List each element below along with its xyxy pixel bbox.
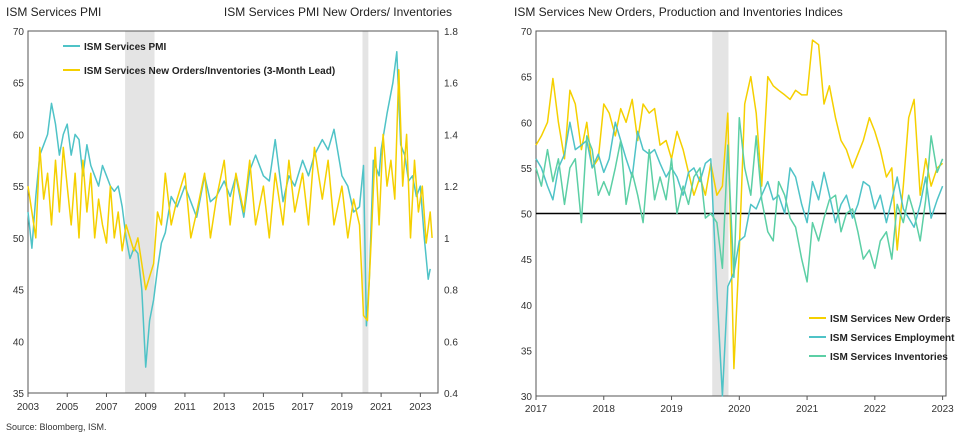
right-chart: ISM Services New Orders, Production and … <box>514 5 955 415</box>
left-series-group <box>27 50 433 368</box>
right-x-axis: 2017 2018 2019 2020 2021 2022 2023 <box>525 396 954 415</box>
y-right-tick-label: 0.8 <box>444 286 458 297</box>
left-y-axis-right: 0.4 0.6 0.8 1 1.2 1.4 1.6 1.8 <box>444 27 458 400</box>
x-tick-label: 2015 <box>252 402 275 413</box>
right-chart-title: ISM Services New Orders, Production and … <box>514 5 843 19</box>
x-tick-label: 2022 <box>864 404 887 415</box>
x-tick-label: 2021 <box>796 404 819 415</box>
y-left-tick-label: 45 <box>13 286 25 297</box>
y-left-tick-label: 70 <box>13 27 25 38</box>
y-right-tick-label: 1.8 <box>444 27 458 38</box>
x-tick-label: 2013 <box>213 402 236 413</box>
y-tick-label: 40 <box>521 301 533 312</box>
y-left-tick-label: 60 <box>13 130 25 141</box>
left-legend: ISM Services PMI ISM Services New Orders… <box>63 42 335 77</box>
y-tick-label: 60 <box>521 118 533 129</box>
x-tick-label: 2017 <box>292 402 315 413</box>
right-legend: ISM Services New Orders ISM Services Emp… <box>809 314 955 363</box>
x-tick-label: 2021 <box>370 402 393 413</box>
y-tick-label: 50 <box>521 210 533 221</box>
recession-band-1 <box>362 31 369 393</box>
y-left-tick-label: 55 <box>13 182 25 193</box>
series-line-ism-services-new-orders <box>535 39 944 370</box>
x-tick-label: 2020 <box>728 404 751 415</box>
y-tick-label: 35 <box>521 346 533 357</box>
y-left-tick-label: 65 <box>13 79 25 90</box>
left-plot-frame <box>27 30 439 394</box>
left-chart-title: ISM Services PMI <box>6 5 101 19</box>
x-tick-label: 2017 <box>525 404 548 415</box>
x-tick-label: 2023 <box>409 402 432 413</box>
series-line-ism-services-new-orders-inventories-3-month-lead <box>27 69 433 322</box>
x-tick-label: 2019 <box>331 402 354 413</box>
y-right-tick-label: 1 <box>444 234 450 245</box>
y-left-tick-label: 35 <box>13 389 25 400</box>
series-line-ism-services-inventories <box>535 116 944 283</box>
x-tick-label: 2003 <box>17 402 40 413</box>
x-tick-label: 2007 <box>95 402 118 413</box>
x-tick-label: 2018 <box>593 404 616 415</box>
y-right-tick-label: 1.6 <box>444 79 458 90</box>
x-tick-label: 2019 <box>660 404 683 415</box>
right-y-axis: 30 35 40 45 50 55 60 65 70 <box>521 27 533 403</box>
y-tick-label: 55 <box>521 164 533 175</box>
legend-label-new-orders-inventories: ISM Services New Orders/Inventories (3-M… <box>84 66 335 77</box>
y-tick-label: 70 <box>521 27 533 38</box>
y-left-tick-label: 50 <box>13 234 25 245</box>
y-right-tick-label: 1.4 <box>444 130 458 141</box>
left-y-axis-left: 35 40 45 50 55 60 65 70 <box>13 27 25 400</box>
right-series-group <box>535 39 944 397</box>
x-tick-label: 2005 <box>56 402 79 413</box>
x-tick-label: 2023 <box>931 404 954 415</box>
left-chart-right-axis-title: ISM Services PMI New Orders/ Inventories <box>224 5 452 19</box>
y-tick-label: 30 <box>521 392 533 403</box>
y-tick-label: 45 <box>521 255 533 266</box>
y-left-tick-label: 40 <box>13 337 25 348</box>
legend-label-services-pmi: ISM Services PMI <box>84 42 166 53</box>
x-tick-label: 2009 <box>135 402 158 413</box>
source-note: Source: Bloomberg, ISM. <box>6 422 107 432</box>
legend-label-new-orders: ISM Services New Orders <box>830 314 951 325</box>
left-chart: ISM Services PMI ISM Services PMI New Or… <box>6 5 458 413</box>
legend-label-employment: ISM Services Employment <box>830 333 955 344</box>
recession-band-0 <box>125 31 155 393</box>
series-line-ism-services-employment <box>535 121 944 397</box>
y-right-tick-label: 1.2 <box>444 182 458 193</box>
y-right-tick-label: 0.6 <box>444 337 458 348</box>
legend-label-inventories: ISM Services Inventories <box>830 352 948 363</box>
left-x-axis: 2003 2005 2007 2009 2011 2013 2015 2017 2019 2021… <box>17 393 432 413</box>
y-right-tick-label: 0.4 <box>444 389 458 400</box>
x-tick-label: 2011 <box>174 402 196 413</box>
y-tick-label: 65 <box>521 73 533 84</box>
left-recession-shading <box>125 31 369 393</box>
